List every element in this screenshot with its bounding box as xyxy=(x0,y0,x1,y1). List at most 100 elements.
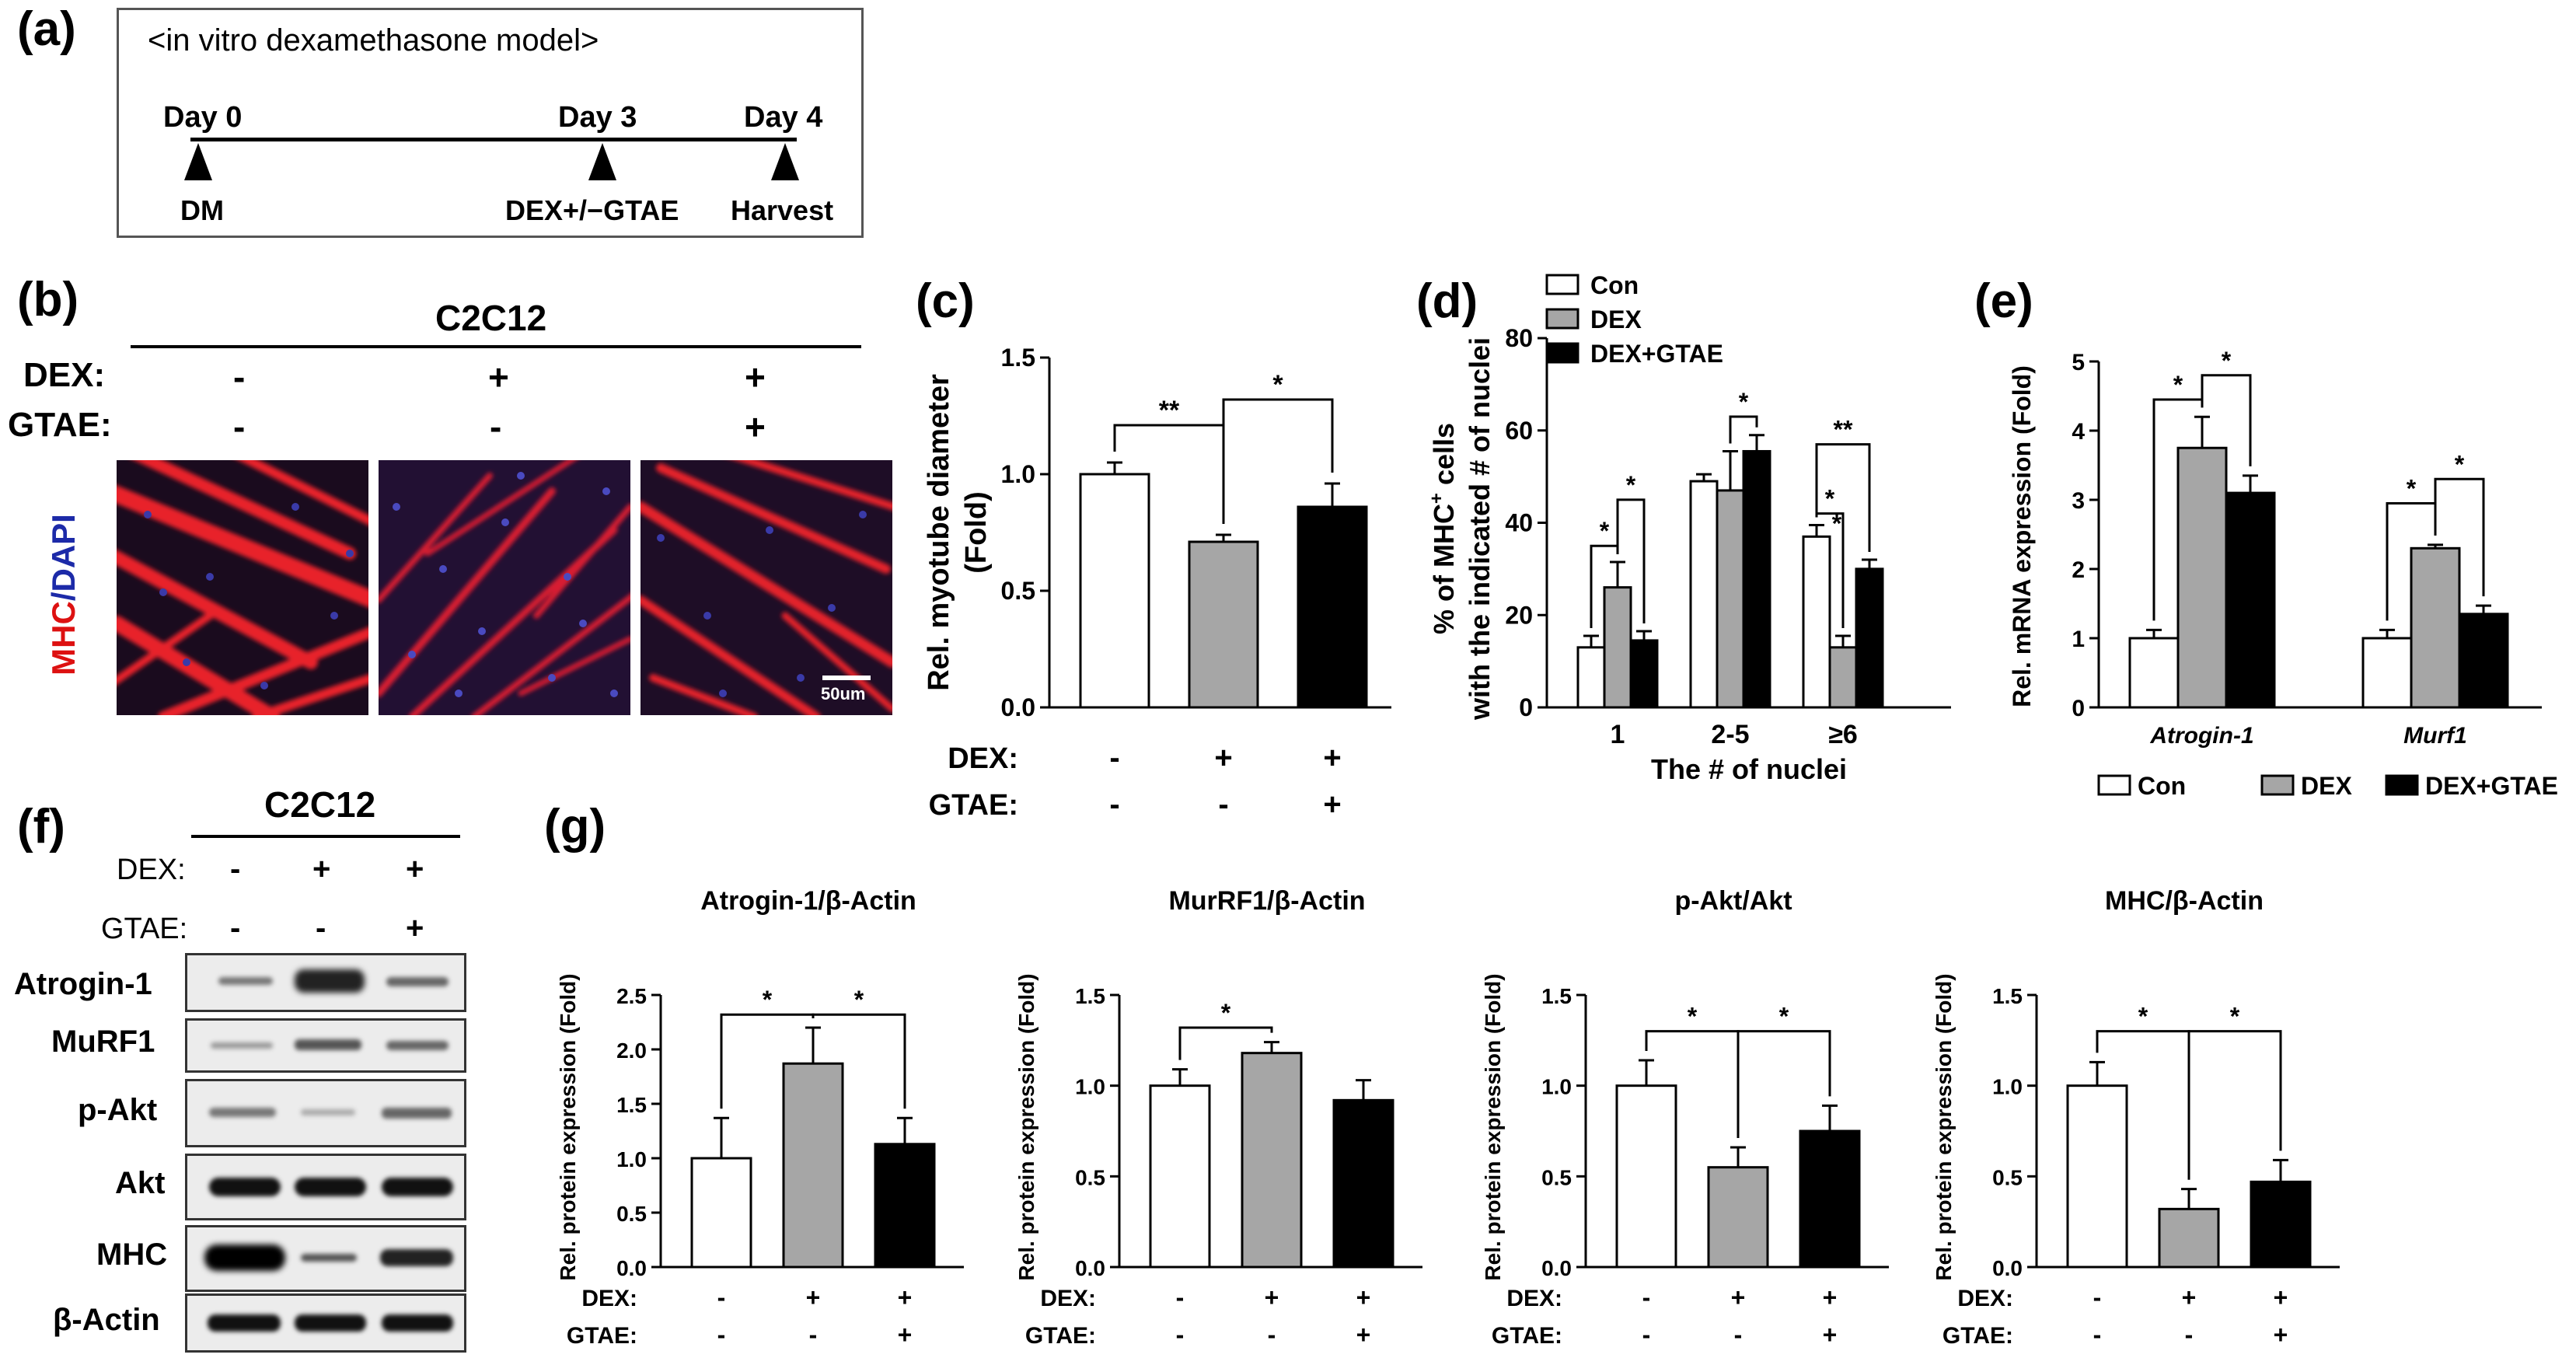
y-tick-label: 0 xyxy=(1519,693,1533,721)
y-tick-label: 0.0 xyxy=(1001,693,1035,721)
y-axis-label-2: with the indicated # of nuclei xyxy=(1464,337,1496,721)
gtae-sign: + xyxy=(1356,1321,1371,1349)
f-dex-1: - xyxy=(230,852,241,886)
chart-g-mhc: 0.0 0.5 1.0 1.5 MHC/β-Actin Rel. protein expr… xyxy=(1932,886,2340,1349)
event-dm: DM xyxy=(180,194,224,226)
y-tick-label: 0.5 xyxy=(1992,1165,2023,1189)
gtae-sign: - xyxy=(1642,1321,1651,1349)
y-axis-label: Rel. protein expression (Fold) xyxy=(1014,973,1038,1280)
y-tick-label: 1.0 xyxy=(616,1147,647,1171)
significance-star: * xyxy=(2230,1003,2240,1031)
significance-star: * xyxy=(2173,371,2183,399)
band-label-mhc: MHC xyxy=(96,1238,168,1272)
band-label-murf1: MuRF1 xyxy=(51,1025,155,1059)
f-dex-3: + xyxy=(406,852,424,886)
significance-star: * xyxy=(1739,388,1749,416)
y-axis-label: Rel. protein expression (Fold) xyxy=(1481,973,1505,1280)
dex-sign: + xyxy=(2274,1283,2288,1311)
dex-sign: + xyxy=(1731,1283,1746,1311)
gtae-sign: - xyxy=(1218,787,1228,822)
significance-star: * xyxy=(763,986,773,1014)
blot-murf1 xyxy=(185,1018,466,1073)
legend-label: Con xyxy=(2138,772,2186,800)
f-dex-row-label: DEX: xyxy=(117,854,186,886)
significance-star: ** xyxy=(1159,396,1180,425)
y-axis-label-1: % of MHC+ cells xyxy=(1426,423,1460,634)
y-tick-label: 1.5 xyxy=(1541,984,1572,1008)
panel-label-d: (d) xyxy=(1416,274,1478,328)
dex-sign: + xyxy=(1356,1283,1371,1311)
bar xyxy=(1855,567,1884,709)
chart-title: p-Akt/Akt xyxy=(1674,886,1792,916)
b-dex-3: + xyxy=(745,357,766,397)
y-tick-label: 1.5 xyxy=(1001,344,1035,372)
f-gtae-row-label: GTAE: xyxy=(101,913,188,945)
b-cell-line-rule xyxy=(131,345,861,348)
y-tick-label: 2.0 xyxy=(616,1039,647,1063)
event-dex-gtae: DEX+/−GTAE xyxy=(505,194,679,226)
bar xyxy=(690,1157,752,1269)
day-0-arrow-icon xyxy=(184,143,212,180)
x-tick-label: Murf1 xyxy=(2403,723,2467,749)
f-cell-line: C2C12 xyxy=(264,784,376,825)
b-dex-row-label: DEX: xyxy=(23,356,106,394)
significance-bracket xyxy=(2434,477,2485,597)
significance-star: * xyxy=(1832,509,1842,537)
b-dex-1: - xyxy=(233,357,246,397)
y-tick-label: 0.5 xyxy=(616,1202,647,1226)
y-tick-label: 1.5 xyxy=(616,1093,647,1117)
dex-row-label: DEX: xyxy=(1957,1286,2013,1311)
gtae-sign: - xyxy=(1176,1321,1185,1349)
blot-pakt xyxy=(185,1079,466,1147)
bar xyxy=(2128,637,2180,709)
bar xyxy=(2410,546,2461,709)
f-cell-line-rule xyxy=(191,835,460,838)
y-tick-label: 3 xyxy=(2072,488,2085,514)
bar xyxy=(782,1062,844,1269)
significance-star: * xyxy=(2222,347,2232,375)
event-harvest: Harvest xyxy=(731,194,834,226)
band-label-atrogin: Atrogin-1 xyxy=(14,967,152,1001)
significance-bracket xyxy=(1222,398,1334,524)
scale-bar-label: 50um xyxy=(821,684,866,703)
bar xyxy=(1742,449,1771,709)
dex-sign: - xyxy=(1109,741,1119,775)
y-tick-label: 1 xyxy=(2072,627,2085,652)
band-label-akt: Akt xyxy=(115,1166,166,1200)
bar xyxy=(1576,646,1606,709)
legend-label: DEX+GTAE xyxy=(1590,340,1723,368)
gtae-row-label: GTAE: xyxy=(929,789,1018,822)
bar xyxy=(1828,646,1858,709)
gtae-sign: - xyxy=(1734,1321,1743,1349)
y-axis-label: Rel. protein expression (Fold) xyxy=(556,973,580,1280)
bar xyxy=(1079,473,1150,709)
y-tick-label: 2.5 xyxy=(616,984,647,1008)
y-tick-label: 1.0 xyxy=(1541,1075,1572,1099)
bar xyxy=(1629,639,1659,709)
gtae-sign: - xyxy=(2185,1321,2194,1349)
gtae-row-label: GTAE: xyxy=(567,1323,637,1349)
significance-star: * xyxy=(1688,1003,1698,1031)
bar xyxy=(2225,491,2276,709)
bar xyxy=(1799,1129,1861,1269)
significance-bracket xyxy=(1178,1026,1273,1060)
b-gtae-3: + xyxy=(745,407,766,447)
chart-e-mrna-expression: 0 1 2 3 4 5 Rel. mRNA expression (Fold) Atrogin… xyxy=(2008,347,2558,800)
b-cell-line: C2C12 xyxy=(435,298,547,338)
significance-star: * xyxy=(1626,471,1636,499)
panel-label-e: (e) xyxy=(1974,274,2033,328)
dex-sign: + xyxy=(1323,741,1341,775)
bar xyxy=(1332,1098,1394,1269)
panel-label-c: (c) xyxy=(916,274,975,328)
significance-star: * xyxy=(2455,450,2465,478)
y-tick-label: 0.0 xyxy=(1075,1256,1105,1280)
chart-g-pakt: 0.0 0.5 1.0 1.5 p-Akt/Akt Rel. protein expres… xyxy=(1481,886,1889,1349)
day-4-label: Day 4 xyxy=(744,101,823,134)
x-tick-label: 2-5 xyxy=(1711,720,1749,749)
panel-label-g: (g) xyxy=(544,800,606,854)
legend-swatch xyxy=(2385,774,2419,796)
gtae-row-label: GTAE: xyxy=(1942,1323,2013,1349)
b-gtae-1: - xyxy=(233,407,246,447)
dex-row-label: DEX: xyxy=(948,742,1018,775)
bar xyxy=(874,1143,936,1269)
